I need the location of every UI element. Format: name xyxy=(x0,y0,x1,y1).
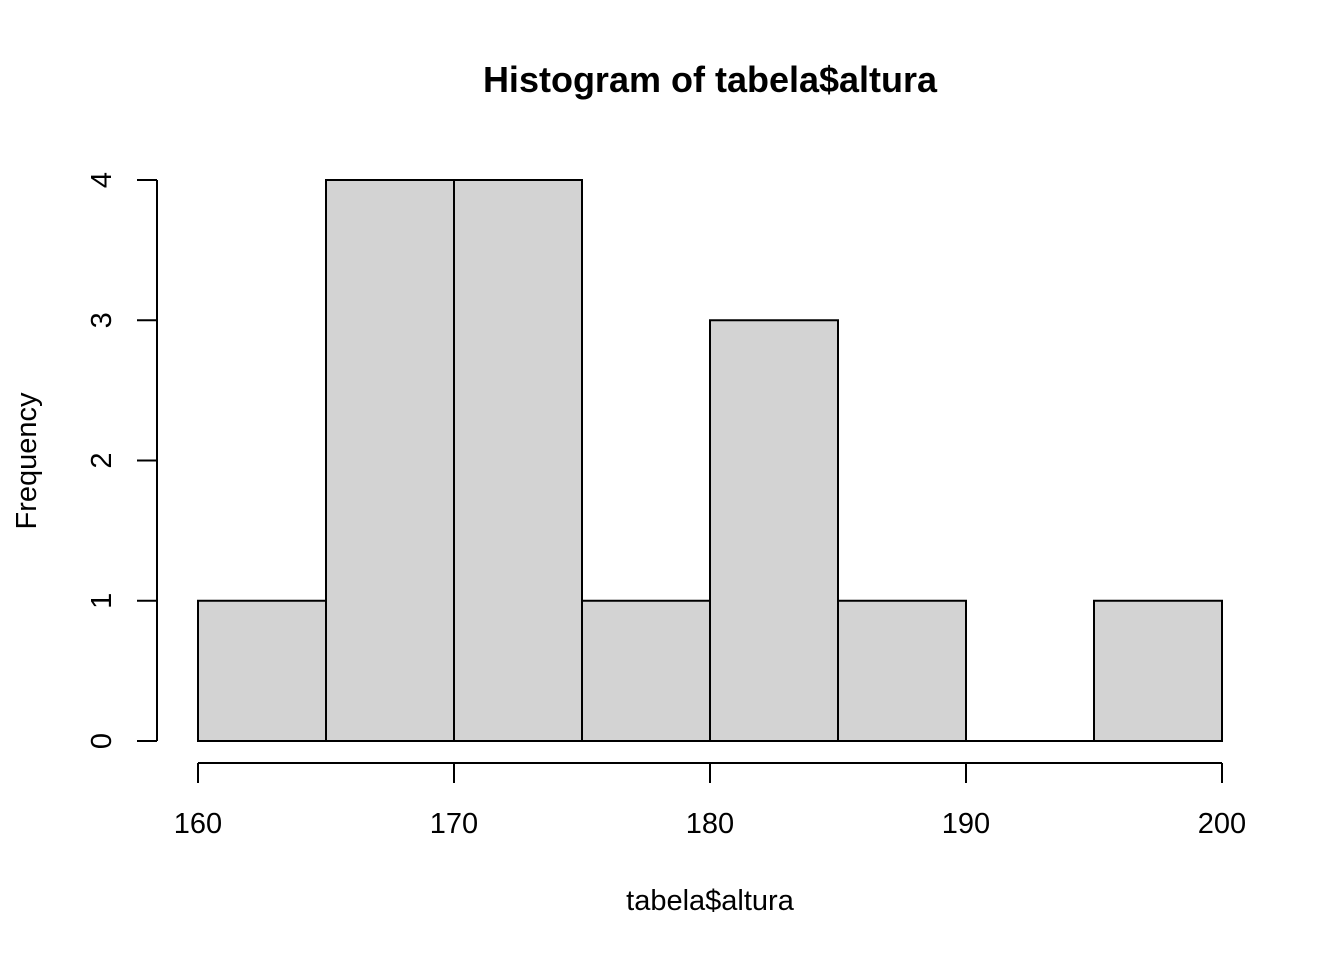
x-tick-label: 180 xyxy=(686,808,734,840)
y-tick-label: 1 xyxy=(86,593,118,609)
y-axis: 0 1 2 3 4 xyxy=(86,172,158,749)
x-tick-label: 170 xyxy=(430,808,478,840)
histogram-bar xyxy=(453,179,583,742)
y-tick-label: 3 xyxy=(86,312,118,328)
histogram-bar xyxy=(325,179,455,742)
x-tick-label: 160 xyxy=(174,808,222,840)
x-tick-label: 200 xyxy=(1198,808,1246,840)
histogram-bar xyxy=(837,599,967,742)
x-axis-label: tabela$altura xyxy=(626,885,795,917)
bars-group xyxy=(197,179,1223,742)
x-axis: 160 170 180 190 200 xyxy=(174,762,1246,840)
histogram-bar xyxy=(197,599,327,742)
y-axis-label: Frequency xyxy=(11,392,43,530)
histogram-bar xyxy=(1093,599,1223,742)
y-tick-label: 0 xyxy=(86,733,118,749)
histogram-bar xyxy=(709,319,839,742)
x-tick-label: 190 xyxy=(942,808,990,840)
y-tick-label: 4 xyxy=(86,172,118,188)
y-tick-label: 2 xyxy=(86,452,118,468)
chart-title: Histogram of tabela$altura xyxy=(483,59,938,100)
histogram-bar xyxy=(581,599,711,742)
